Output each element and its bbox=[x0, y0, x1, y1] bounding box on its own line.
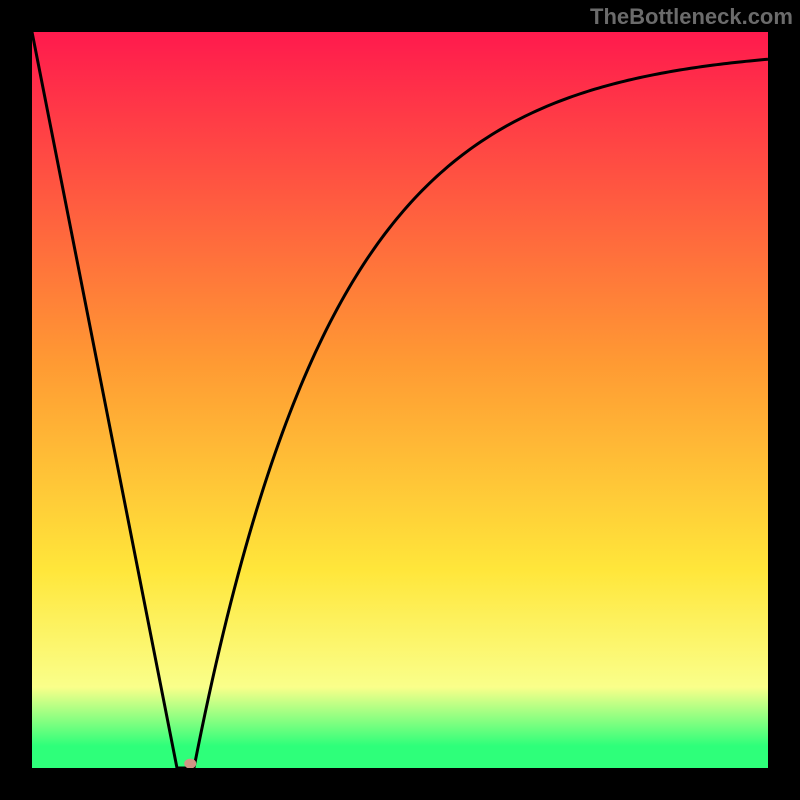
figure-container: TheBottleneck.com bbox=[0, 0, 800, 800]
bottleneck-curve bbox=[32, 32, 768, 768]
plot-svg bbox=[32, 32, 768, 768]
watermark-text: TheBottleneck.com bbox=[590, 4, 793, 30]
